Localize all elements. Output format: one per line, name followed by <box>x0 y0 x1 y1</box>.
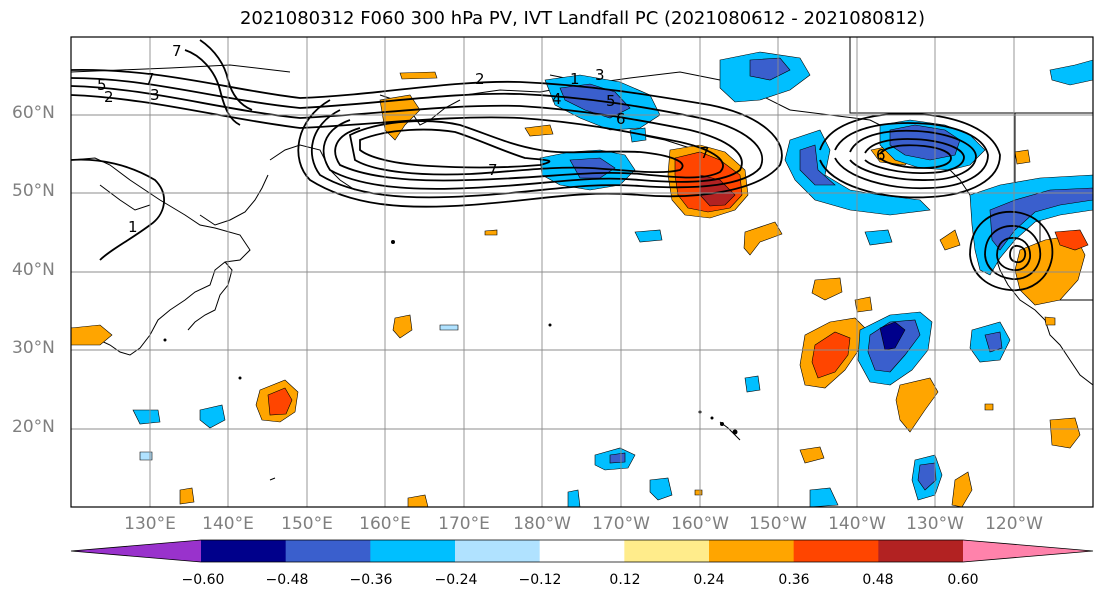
contour-label: 7 <box>488 161 498 179</box>
colorbar-segment <box>201 540 287 562</box>
lon-label: 120°W <box>985 514 1043 534</box>
colorbar-segment <box>455 540 541 562</box>
colorbar-segment <box>793 540 879 562</box>
colorbar-outline <box>70 539 1094 563</box>
lat-label-50n: 50°N <box>12 181 55 201</box>
colorbar-segment <box>370 540 456 562</box>
positive-anomalies <box>71 71 1089 507</box>
lon-label: 130°E <box>124 514 176 534</box>
colorbar-segment <box>539 540 625 562</box>
colorbar-tick-label: 0.48 <box>862 572 894 588</box>
colorbar-tick-label: 0.60 <box>947 572 979 588</box>
contour-label: 2 <box>475 70 485 88</box>
lon-label: 160°W <box>671 514 729 534</box>
lat-label-60n: 60°N <box>12 103 55 123</box>
colorbar-tick-label: −0.12 <box>518 572 562 588</box>
contour-label: 3 <box>595 66 605 84</box>
contour-label: 3 <box>150 86 160 104</box>
colorbar-extend-high <box>963 540 1093 562</box>
negative-anomalies <box>132 51 1093 507</box>
colorbar <box>70 539 1094 563</box>
lat-label-30n: 30°N <box>12 338 55 358</box>
colorbar-segment <box>624 540 710 562</box>
lat-label-20n: 20°N <box>12 417 55 437</box>
contour-label: 1 <box>128 218 138 236</box>
lon-label: 140°W <box>828 514 886 534</box>
contour-label: 5 <box>97 76 107 94</box>
graticule <box>71 37 1093 507</box>
colorbar-tick-label: −0.36 <box>349 572 393 588</box>
contour-label: 1 <box>570 70 580 88</box>
lon-label: 140°E <box>202 514 254 534</box>
lon-label: 150°E <box>281 514 333 534</box>
pv-contours <box>71 39 1054 292</box>
contour-label: 5 <box>606 92 616 110</box>
colorbar-segment <box>878 540 964 562</box>
lon-label: 150°W <box>749 514 807 534</box>
colorbar-segment <box>285 540 371 562</box>
colorbar-tick-label: −0.48 <box>265 572 309 588</box>
colorbar-tick-label: −0.60 <box>181 572 225 588</box>
lat-label-40n: 40°N <box>12 260 55 280</box>
colorbar-extend-low <box>71 540 201 562</box>
lon-label: 170°E <box>438 514 490 534</box>
contour-label: 6 <box>616 110 626 128</box>
contour-label: 7 <box>145 70 155 88</box>
colorbar-segment <box>709 540 795 562</box>
colorbar-tick-label: 0.36 <box>778 572 810 588</box>
contour-labels: 7 5 2 3 7 2 1 3 4 5 6 7 7 6 1 <box>97 42 886 236</box>
contour-label: 7 <box>172 42 182 60</box>
lon-label: 160°E <box>359 514 411 534</box>
map-frame <box>70 36 1094 508</box>
contour-label: 4 <box>552 90 562 108</box>
colorbar-tick-label: 0.12 <box>609 572 641 588</box>
colorbar-tick-label: −0.24 <box>434 572 478 588</box>
colorbar-tick-label: 0.24 <box>693 572 725 588</box>
lon-label: 170°W <box>592 514 650 534</box>
lon-label: 130°W <box>906 514 964 534</box>
contour-label: 2 <box>104 88 114 106</box>
lon-label: 180°W <box>513 514 571 534</box>
contour-label: 6 <box>876 146 886 164</box>
map-title: 2021080312 F060 300 hPa PV, IVT Landfall… <box>239 8 926 29</box>
contour-label: 7 <box>700 144 710 162</box>
